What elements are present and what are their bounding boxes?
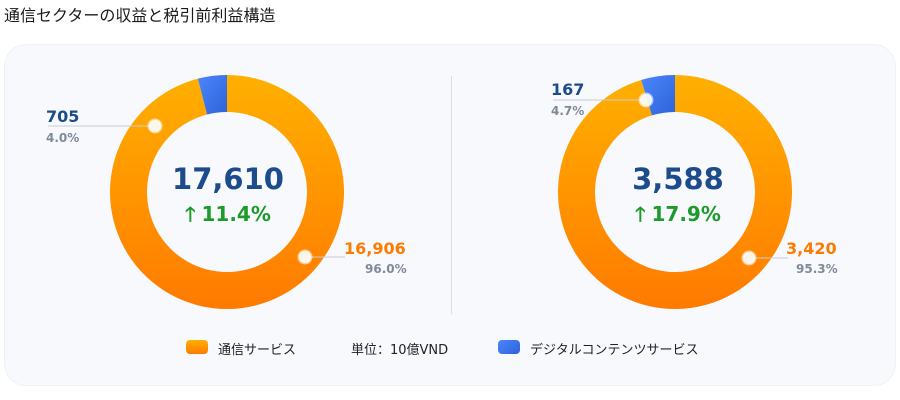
label-marker	[147, 118, 163, 134]
arrow-up-icon: 🡑	[635, 202, 646, 226]
donut-slice	[558, 75, 793, 309]
donut-slice	[197, 75, 227, 115]
data-label-percent: 4.7%	[551, 104, 585, 118]
data-label-value: 3,420	[786, 239, 837, 258]
chart-divider	[451, 76, 452, 314]
legend: 通信サービス 単位：10億VND デジタルコンテンツサービス	[0, 338, 900, 360]
legend-swatch-telecom	[186, 340, 208, 354]
label-marker	[297, 249, 313, 265]
label-marker	[638, 92, 654, 108]
growth-value: 11.4%	[201, 202, 271, 226]
data-label-percent: 96.0%	[365, 262, 407, 276]
page-title: 通信セクターの収益と税引前利益構造	[4, 6, 276, 25]
growth-value: 17.9%	[651, 202, 721, 226]
unit-label: 単位：10億VND	[351, 343, 449, 358]
arrow-up-icon: 🡑	[185, 202, 196, 226]
donut-chart-profit	[553, 75, 793, 309]
donut-growth-revenue: 🡑 11.4%	[128, 200, 328, 234]
legend-label-telecom: 通信サービス	[218, 343, 297, 358]
legend-swatch-digital	[498, 340, 520, 354]
data-label-percent: 95.3%	[796, 262, 838, 276]
data-label-value: 705	[46, 107, 80, 126]
data-label-value: 16,906	[344, 239, 406, 258]
donut-chart-revenue	[48, 75, 345, 309]
legend-label-digital: デジタルコンテンツサービス	[530, 343, 699, 358]
donut-slice	[110, 75, 344, 309]
data-label-value: 167	[551, 80, 585, 99]
donut-total-revenue: 17,610	[172, 162, 284, 196]
data-label-percent: 4.0%	[46, 131, 80, 145]
donut-growth-profit: 🡑 17.9%	[578, 200, 778, 234]
label-marker	[741, 250, 757, 266]
donut-total-profit: 3,588	[632, 162, 724, 196]
